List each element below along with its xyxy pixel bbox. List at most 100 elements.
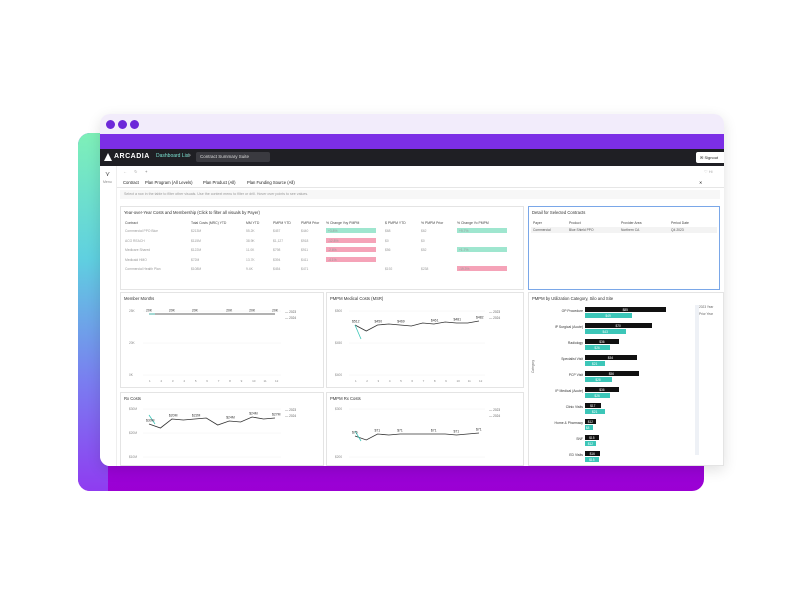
bar-current[interactable] (585, 419, 597, 424)
window-dot-icon[interactable] (106, 120, 115, 129)
toolbar-icons[interactable]: ← ↻ ✦ (123, 169, 151, 174)
bar-prior[interactable] (585, 329, 627, 334)
bar-current[interactable] (585, 387, 620, 392)
bar-current[interactable] (585, 323, 652, 328)
series-line-prior (354, 324, 362, 340)
data-label: $24M (249, 412, 258, 416)
yoy-row-label[interactable]: Medicare Shared (125, 248, 151, 252)
bar-current[interactable] (585, 339, 620, 344)
yoy-cell: 11.0K (246, 248, 255, 252)
x-tick-label: 2 (160, 379, 162, 383)
detail-cell[interactable]: Q4 2023 (671, 228, 684, 232)
toolbar-right[interactable]: ♡ Hi (704, 169, 713, 174)
bar-prior[interactable] (585, 441, 597, 446)
yoy-col-header[interactable]: MM YTD (246, 221, 260, 225)
yoy-cell: $394 (273, 257, 281, 262)
yoy-cell: $122M (191, 248, 202, 252)
filter-plan-product[interactable]: Plan Product (All) (203, 180, 236, 185)
detail-cell[interactable]: Northern CA (621, 228, 640, 232)
yoy-col-header[interactable]: PMPM YTD (273, 221, 291, 225)
yoy-row-label[interactable]: Commercial PPO Blue (125, 229, 158, 233)
bar-current[interactable] (585, 403, 602, 408)
data-label: $512 (352, 320, 360, 324)
data-label: 20K (192, 309, 199, 313)
yoy-cell: $56 (385, 248, 391, 252)
bar-current[interactable] (585, 435, 600, 440)
y-tick-label: $20M (129, 431, 137, 435)
y-tick-label: 25K (129, 309, 136, 313)
bar-current[interactable] (585, 307, 667, 312)
bar-prior[interactable] (585, 377, 612, 382)
detail-cell[interactable]: Commercial (533, 228, 551, 232)
bar-current[interactable] (585, 371, 639, 376)
legend-item: — 2024 (489, 414, 500, 418)
bar-prior[interactable] (585, 345, 610, 350)
bar-prior[interactable] (585, 313, 632, 318)
detail-col-header[interactable]: Provider Area (621, 221, 642, 225)
category-label: OP Procedure (561, 309, 583, 313)
bar-current[interactable] (585, 355, 637, 360)
report-dropdown[interactable]: Contract Summary Suite (196, 152, 270, 162)
yoy-col-header[interactable]: Total Costs (MRC) YTD (191, 221, 227, 225)
yoy-col-header[interactable]: % Change Yo PMPM (457, 221, 489, 225)
data-label: 20K (169, 309, 176, 313)
yoy-row-label[interactable]: Commercial Health Plan (125, 267, 161, 271)
bar-current-label: $85 (622, 308, 628, 312)
yoy-col-header[interactable]: % Change Yoy PMPM (326, 221, 360, 225)
yoy-cell: $0 (421, 238, 425, 243)
data-label: $450 (375, 320, 383, 324)
detail-cell[interactable]: Blue Shield PPO (569, 228, 594, 232)
scrollbar[interactable] (695, 305, 699, 455)
x-tick-label: 11 (264, 379, 267, 383)
bar-current[interactable] (585, 451, 601, 456)
filter-contract[interactable]: Contract (123, 180, 139, 185)
bar-prior[interactable] (585, 425, 593, 430)
member-months-title: Member Months (124, 296, 155, 301)
detail-row-highlight (531, 227, 717, 233)
detail-col-header[interactable]: Product (569, 221, 581, 225)
y-tick-label: $300 (335, 407, 342, 411)
yoy-row-label[interactable]: ACO REACH (125, 238, 145, 243)
yoy-change-bar (326, 228, 376, 233)
bar-prior[interactable] (585, 361, 606, 366)
yoy-change-bar (326, 256, 376, 262)
tab-dashboard-list[interactable]: Dashboard List (156, 153, 190, 159)
bar-prior[interactable] (585, 393, 610, 398)
bar-current-label: $70 (615, 324, 621, 328)
legend-prior: Prior Year (699, 312, 713, 316)
x-tick-label: 8 (229, 379, 231, 383)
data-label: $76 (352, 431, 358, 435)
series-line-prior (354, 430, 362, 442)
data-label: $71 (476, 428, 482, 432)
yoy-col-header[interactable]: Contract (125, 221, 138, 225)
x-tick-label: 9 (445, 379, 447, 383)
legend-item: — 2024 (285, 414, 296, 418)
yoy-col-header[interactable]: % PMPM Prior (421, 221, 444, 225)
legend-current: 2023 Year (699, 305, 714, 309)
pmpm-medical-title: PMPM Medical Costs (MSR) (330, 296, 384, 301)
detail-col-header[interactable]: Period Date (671, 221, 689, 225)
bar-prior[interactable] (585, 457, 600, 462)
filter-plan-program[interactable]: Plan Program (All Levels) (145, 180, 193, 185)
yoy-col-header[interactable]: $ PMPM YTD (385, 221, 406, 225)
detail-col-header[interactable]: Payer (533, 221, 542, 225)
funnel-icon[interactable]: ⋎ (105, 171, 111, 178)
category-label: Radiology (567, 341, 583, 345)
category-label: PCP Visit (568, 373, 583, 377)
filter-funding-source[interactable]: Plan Funding Source (All) (247, 180, 295, 185)
yoy-cell: $454 (273, 267, 281, 271)
y-tick-label: $10M (129, 455, 137, 459)
window-dot-icon[interactable] (118, 120, 127, 129)
bar-prior[interactable] (585, 409, 606, 414)
yoy-cell: -2.6% (328, 248, 337, 252)
yoy-col-header[interactable]: PMPM Prior (301, 221, 320, 225)
x-tick-label: 3 (378, 379, 380, 383)
x-tick-label: 7 (423, 379, 425, 383)
category-label: SNF (576, 437, 583, 441)
yoy-row-label[interactable]: Medicaid HMO (125, 257, 147, 262)
window-dot-icon[interactable] (130, 120, 139, 129)
pmpm-category-card: PMPM by Utilization Category, Silo and S… (528, 292, 724, 466)
signout-button[interactable]: ✉ Signout (696, 152, 724, 163)
close-filter-icon[interactable]: ✕ (699, 180, 703, 185)
